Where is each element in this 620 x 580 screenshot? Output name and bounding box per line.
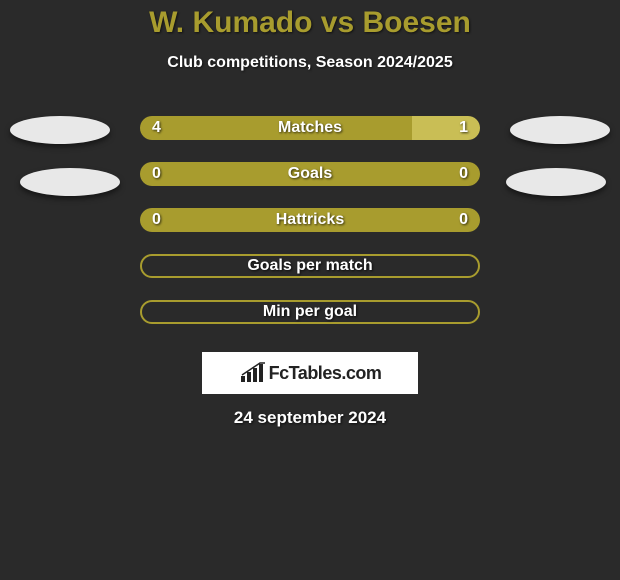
stat-bar-left [140,162,310,186]
stat-value-right: 0 [459,162,468,186]
stat-row: Hattricks00 [0,208,620,254]
stat-row: Matches41 [0,116,620,162]
stat-value-left: 4 [152,116,161,140]
stat-bar-right [310,208,480,232]
stat-row: Min per goal [0,300,620,346]
stats-area: Matches41Goals00Hattricks00Goals per mat… [0,116,620,346]
stat-bar [140,116,480,140]
stat-row: Goals per match [0,254,620,300]
fctables-icon [239,362,267,384]
stat-bar-left [140,116,412,140]
brand-label: FcTables.com [269,363,382,384]
stat-value-right: 1 [459,116,468,140]
comparison-card: W. Kumado vs Boesen Club competitions, S… [0,0,620,428]
page-title: W. Kumado vs Boesen [0,6,620,40]
stat-bar [140,300,480,324]
stat-value-right: 0 [459,208,468,232]
stat-value-left: 0 [152,162,161,186]
stat-row: Goals00 [0,162,620,208]
stat-bar [140,254,480,278]
stat-bar-right [412,116,480,140]
stat-bar-left [140,208,310,232]
stat-bar [140,162,480,186]
stat-bar [140,208,480,232]
date-label: 24 september 2024 [0,408,620,428]
stat-value-left: 0 [152,208,161,232]
brand-badge[interactable]: FcTables.com [202,352,418,394]
stat-bar-right [310,162,480,186]
subtitle: Club competitions, Season 2024/2025 [0,54,620,72]
